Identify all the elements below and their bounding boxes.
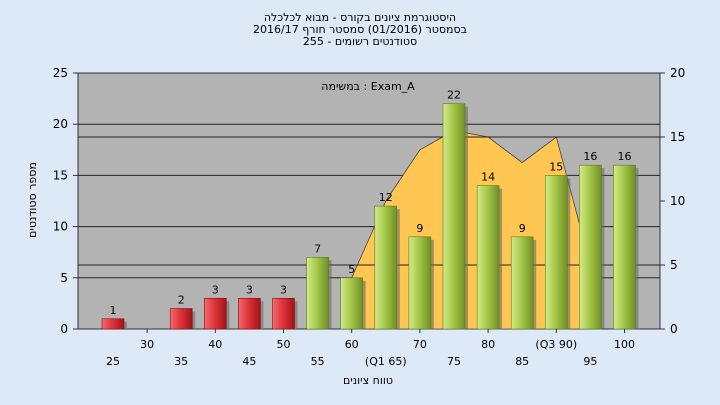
bar-40 <box>204 297 227 330</box>
x-tick-label-row1-6: (Q3 90) <box>535 338 577 351</box>
bar-label-45: 3 <box>246 283 253 296</box>
bar-65 <box>374 205 398 330</box>
bar-label-40: 3 <box>212 283 219 296</box>
y-tick-label-5: 25 <box>53 66 68 80</box>
bar-label-95: 16 <box>583 150 597 163</box>
y2-tick-label-2: 10 <box>670 194 685 208</box>
bar-70 <box>408 236 432 330</box>
x-tick-label-row1-2: 50 <box>277 338 291 351</box>
bar-75 <box>442 103 466 330</box>
bar-60 <box>340 277 364 330</box>
x-tick-label-row2-6: 85 <box>515 355 529 368</box>
bar-label-70: 9 <box>416 222 423 235</box>
bars <box>101 103 639 330</box>
x-tick-label-row2-5: 75 <box>447 355 461 368</box>
bar-label-65: 12 <box>379 191 393 204</box>
bar-label-50: 3 <box>280 283 287 296</box>
bar-45 <box>238 297 261 330</box>
x-tick-label-row1-3: 60 <box>345 338 359 351</box>
bar-35 <box>169 308 193 330</box>
x-axis-label: טווח ציונים <box>343 374 393 387</box>
bar-50 <box>272 297 295 330</box>
y2-tick-label-0: 0 <box>670 322 678 336</box>
x-tick-label-row1-1: 40 <box>208 338 222 351</box>
bar-label-35: 2 <box>178 294 185 307</box>
x-tick-label-row2-3: 55 <box>311 355 325 368</box>
bar-label-100: 16 <box>618 150 632 163</box>
bar-80 <box>476 185 500 330</box>
bar-label-75: 22 <box>447 89 461 102</box>
x-tick-label-row1-7: 100 <box>614 338 635 351</box>
title-line-3: 255 - סטודנטים רשומים <box>303 35 417 48</box>
bar-label-25: 1 <box>110 304 117 317</box>
x-tick-label-row2-7: 95 <box>583 355 597 368</box>
y-axis-ticks: 0 5 10 15 20 25 <box>53 66 78 336</box>
annotation-label: במשימה : Exam_A <box>321 80 415 93</box>
bar-90 <box>544 175 568 330</box>
x-tick-label-row2-0: 25 <box>106 355 120 368</box>
y-tick-label-4: 20 <box>53 117 68 131</box>
y-tick-label-1: 5 <box>60 271 68 285</box>
x-tick-label-row1-5: 80 <box>481 338 495 351</box>
x-tick-label-row2-1: 35 <box>174 355 188 368</box>
x-tick-label-row1-0: 30 <box>140 338 154 351</box>
bar-25 <box>101 318 125 330</box>
bar-label-90: 15 <box>549 160 563 173</box>
y-tick-label-2: 10 <box>53 220 68 234</box>
bar-label-55: 7 <box>314 242 321 255</box>
bar-55 <box>306 257 329 330</box>
title-line-1: היסטוגרמת ציונים בקורס - מבוא לכלכלה <box>264 11 456 24</box>
x-tick-label-row2-4: (Q1 65) <box>365 355 407 368</box>
x-tick-label-row2-2: 45 <box>242 355 256 368</box>
x-tick-label-row1-4: 70 <box>413 338 427 351</box>
bar-100 <box>613 164 636 330</box>
y-axis-label: מספר סטודנטים <box>26 162 39 238</box>
chart-title: היסטוגרמת ציונים בקורס - מבוא לכלכלה בסמ… <box>253 11 467 48</box>
y2-tick-label-4: 20 <box>670 66 685 80</box>
title-line-2: בסמסטר (01/2016) סמסטר חורף 2016/17 <box>253 23 467 36</box>
bar-85 <box>510 236 534 330</box>
y2-axis-ticks: 0 5 10 15 20 <box>660 66 685 336</box>
y2-tick-label-3: 15 <box>670 130 685 144</box>
bar-label-80: 14 <box>481 171 495 184</box>
y-tick-label-3: 15 <box>53 168 68 182</box>
bar-label-60: 5 <box>348 263 355 276</box>
bar-label-85: 9 <box>519 222 526 235</box>
x-axis-ticks: 30 40 50 60 70 80 (Q3 90) 100 25 35 45 55 (Q1 65) 75 8… <box>106 329 635 368</box>
y2-tick-label-1: 5 <box>670 258 678 272</box>
y-tick-label-0: 0 <box>60 322 68 336</box>
bar-95 <box>579 164 602 330</box>
